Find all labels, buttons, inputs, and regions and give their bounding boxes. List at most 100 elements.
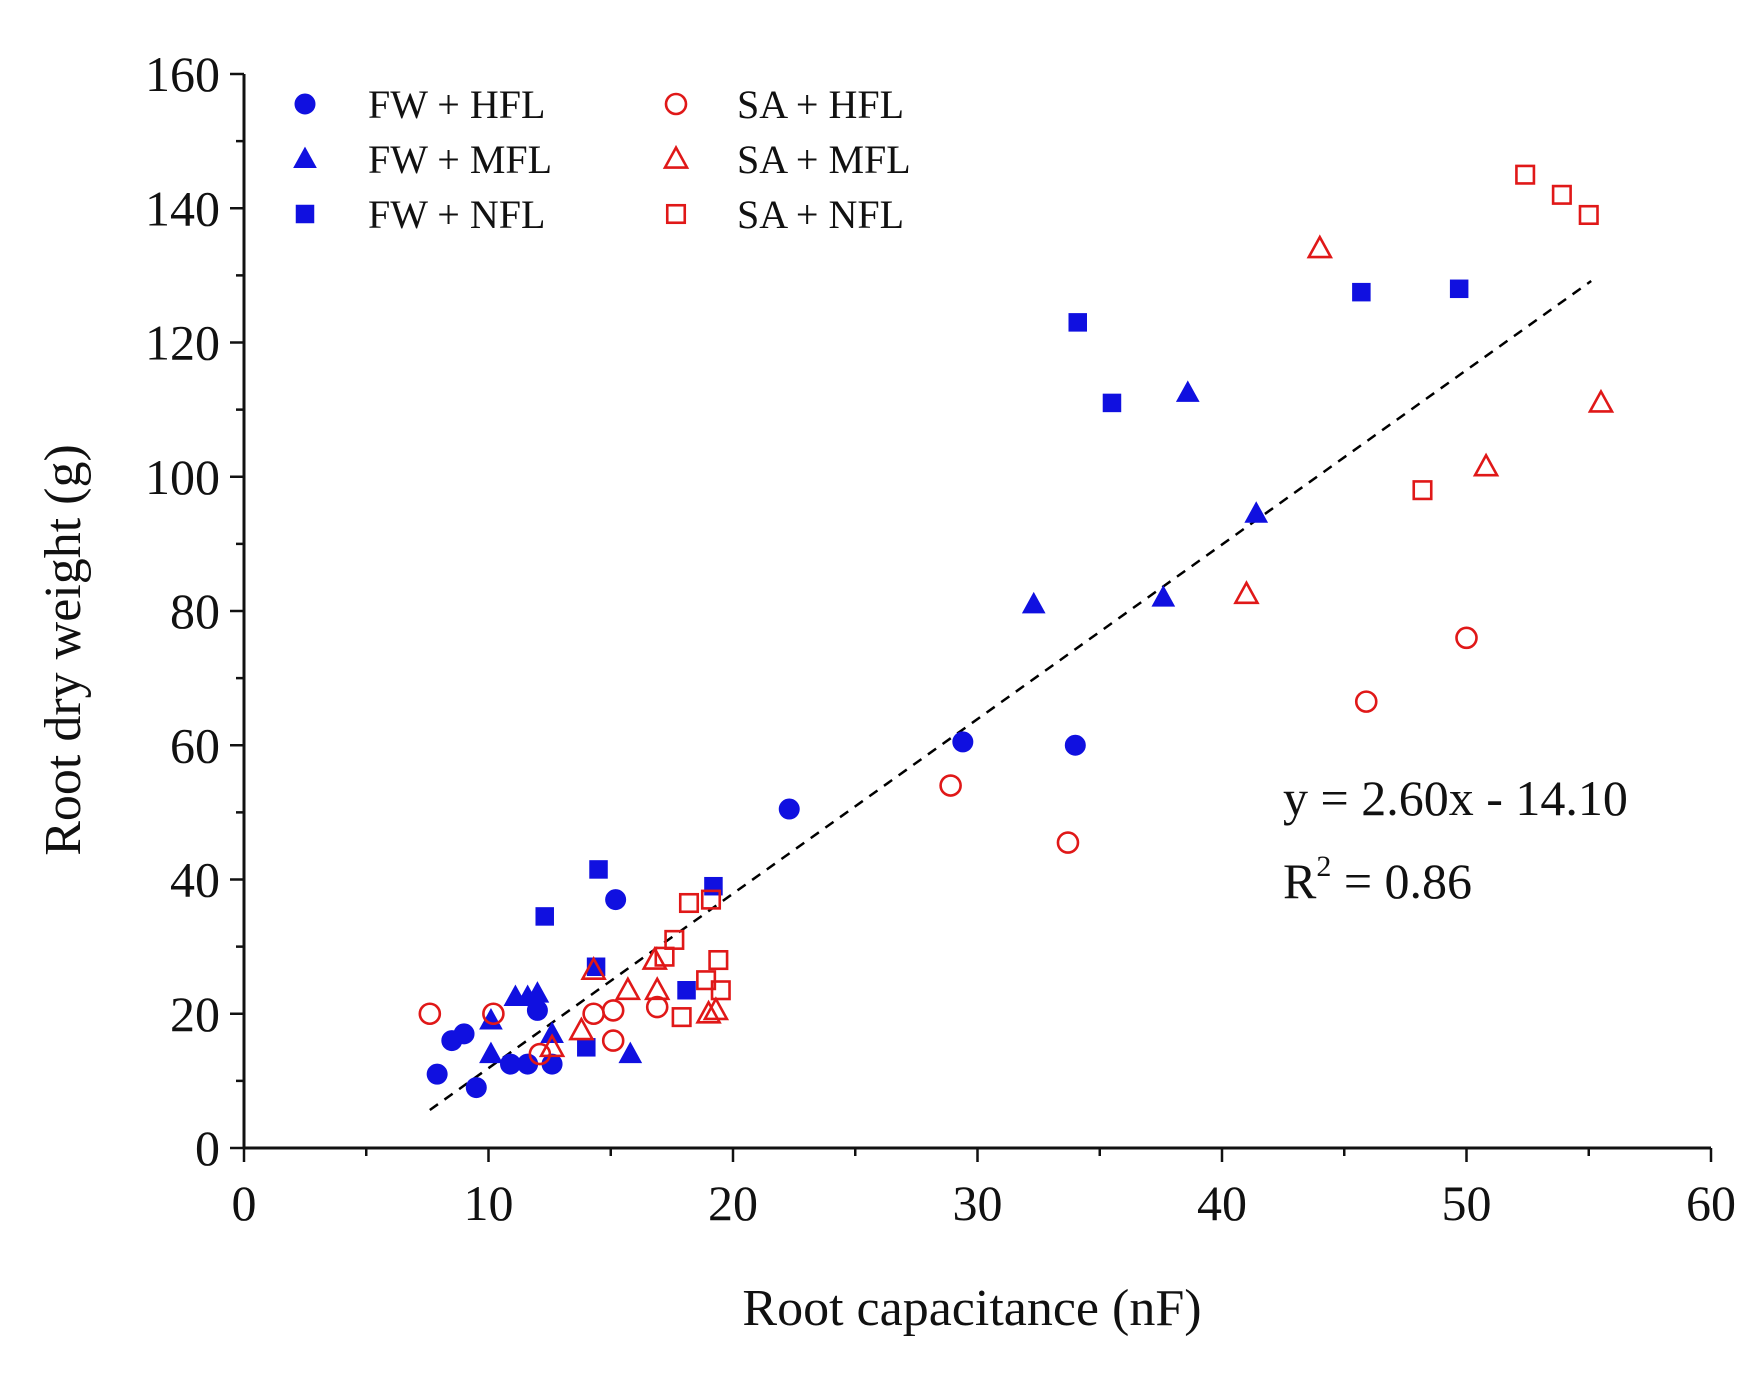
y-tick-label: 60	[170, 717, 220, 773]
data-point-sa-mfl	[580, 956, 607, 980]
data-point-fw-mfl	[1244, 501, 1269, 523]
data-point-fw-hfl	[605, 889, 627, 911]
fit-line-group	[429, 279, 1592, 1112]
data-point-sa-hfl	[1056, 831, 1080, 854]
data-point-fw-mfl	[1021, 591, 1046, 614]
data-point-fw-nfl	[1352, 282, 1371, 302]
data-point-sa-hfl	[1354, 690, 1378, 713]
data-point-fw-mfl	[1151, 585, 1176, 607]
legend-label-fw-hfl: FW + HFL	[368, 82, 545, 127]
data-point-sa-mfl	[695, 999, 722, 1024]
legend-label-fw-nfl: FW + NFL	[368, 192, 545, 237]
legend-label-sa-mfl: SA + MFL	[737, 137, 911, 182]
data-point-fw-hfl	[952, 731, 974, 753]
data-point-fw-hfl	[778, 798, 800, 820]
data-point-fw-nfl	[677, 981, 696, 1000]
legend-label-sa-hfl: SA + HFL	[737, 82, 904, 127]
data-point-sa-mfl	[702, 996, 730, 1021]
r-squared-value: = 0.86	[1331, 853, 1472, 909]
legend-marker-fw-mfl	[293, 146, 317, 169]
data-point-sa-mfl	[1472, 452, 1500, 477]
legend-marker-sa-hfl	[664, 92, 688, 116]
data-point-fw-hfl	[426, 1063, 448, 1085]
y-tick-label: 20	[170, 986, 220, 1042]
data-point-sa-mfl	[1306, 234, 1334, 259]
data-point-sa-hfl	[528, 1042, 552, 1066]
y-tick-label: 80	[170, 583, 220, 639]
legend-marker-sa-mfl	[662, 144, 690, 169]
x-tick-label: 40	[1197, 1175, 1247, 1231]
data-point-sa-nfl	[1515, 164, 1536, 185]
data-points	[418, 164, 1615, 1099]
legend-label-fw-mfl: FW + MFL	[368, 137, 552, 182]
x-tick-label: 0	[232, 1175, 257, 1231]
data-point-sa-hfl	[1455, 626, 1478, 650]
regression-line	[429, 279, 1592, 1112]
y-tick-label: 120	[145, 315, 220, 371]
r-squared-label: R2 = 0.86	[1283, 850, 1472, 909]
data-point-sa-hfl	[601, 999, 625, 1022]
data-point-fw-nfl	[577, 1038, 596, 1057]
x-axis-title: Root capacitance (nF)	[742, 1280, 1201, 1337]
x-tick-label: 50	[1442, 1175, 1492, 1231]
data-point-sa-mfl	[644, 976, 671, 1001]
data-point-fw-mfl	[540, 1021, 564, 1043]
data-point-sa-mfl	[1233, 580, 1260, 605]
x-tick-label: 30	[953, 1175, 1003, 1231]
y-tick-label: 140	[145, 180, 220, 236]
data-point-sa-nfl	[1551, 184, 1572, 205]
data-point-fw-nfl	[1449, 279, 1469, 299]
legend-marker-sa-nfl	[665, 203, 687, 225]
data-point-sa-nfl	[1578, 204, 1599, 226]
regression-equation: y = 2.60x - 14.10	[1283, 770, 1628, 826]
data-point-fw-nfl	[535, 907, 554, 926]
data-point-fw-nfl	[589, 860, 608, 879]
data-point-sa-hfl	[645, 995, 669, 1019]
data-point-sa-hfl	[582, 1002, 605, 1026]
data-point-fw-hfl	[453, 1023, 475, 1045]
data-point-sa-mfl	[1587, 388, 1615, 413]
regression-annotation: y = 2.60x - 14.10 R2 = 0.86	[1283, 770, 1628, 909]
data-point-sa-nfl	[696, 970, 717, 991]
data-point-fw-mfl	[618, 1041, 643, 1064]
y-axis-title: Root dry weight (g)	[35, 444, 92, 856]
legend-label-sa-nfl: SA + NFL	[737, 192, 904, 237]
data-point-sa-hfl	[601, 1029, 625, 1052]
data-point-sa-mfl	[538, 1033, 566, 1058]
data-point-sa-nfl	[700, 889, 722, 910]
data-point-fw-hfl	[1064, 734, 1086, 756]
data-point-fw-hfl	[517, 1053, 539, 1075]
data-point-sa-mfl	[641, 945, 668, 970]
data-point-sa-nfl	[1412, 480, 1433, 501]
data-point-fw-nfl	[1102, 393, 1122, 413]
r-squared-superscript: 2	[1316, 850, 1331, 883]
y-tick-label: 0	[195, 1120, 220, 1176]
legend-marker-fw-hfl	[294, 93, 316, 115]
legend-marker-fw-nfl	[295, 204, 315, 224]
data-point-fw-mfl	[525, 981, 550, 1003]
data-point-sa-nfl	[671, 1007, 692, 1028]
data-point-fw-mfl	[1175, 380, 1200, 402]
data-point-sa-hfl	[418, 1002, 442, 1026]
data-point-fw-hfl	[465, 1077, 487, 1099]
data-point-fw-nfl	[1068, 313, 1087, 332]
x-tick-label: 60	[1686, 1175, 1736, 1231]
data-point-sa-hfl	[939, 774, 962, 797]
ticks: 0 10 20 30 40 50 60 0 20 40 60 80 100 120 140 160	[145, 46, 1736, 1231]
x-tick-label: 10	[464, 1175, 514, 1231]
data-point-sa-nfl	[710, 980, 731, 1001]
y-tick-label: 40	[170, 852, 220, 908]
data-point-fw-mfl	[479, 1041, 503, 1064]
data-point-sa-mfl	[568, 1016, 595, 1041]
data-point-sa-nfl	[664, 929, 685, 950]
r-squared-prefix: R	[1283, 853, 1317, 909]
data-point-sa-nfl	[708, 949, 729, 971]
legend: FW + HFL FW + MFL FW + NFL SA + HFL SA + MFL…	[293, 82, 911, 237]
x-tick-label: 20	[708, 1175, 758, 1231]
y-tick-label: 160	[145, 46, 220, 102]
data-point-sa-hfl	[482, 1002, 505, 1026]
data-point-sa-nfl	[678, 892, 700, 914]
data-point-sa-mfl	[614, 976, 642, 1001]
y-tick-label: 100	[145, 449, 220, 505]
